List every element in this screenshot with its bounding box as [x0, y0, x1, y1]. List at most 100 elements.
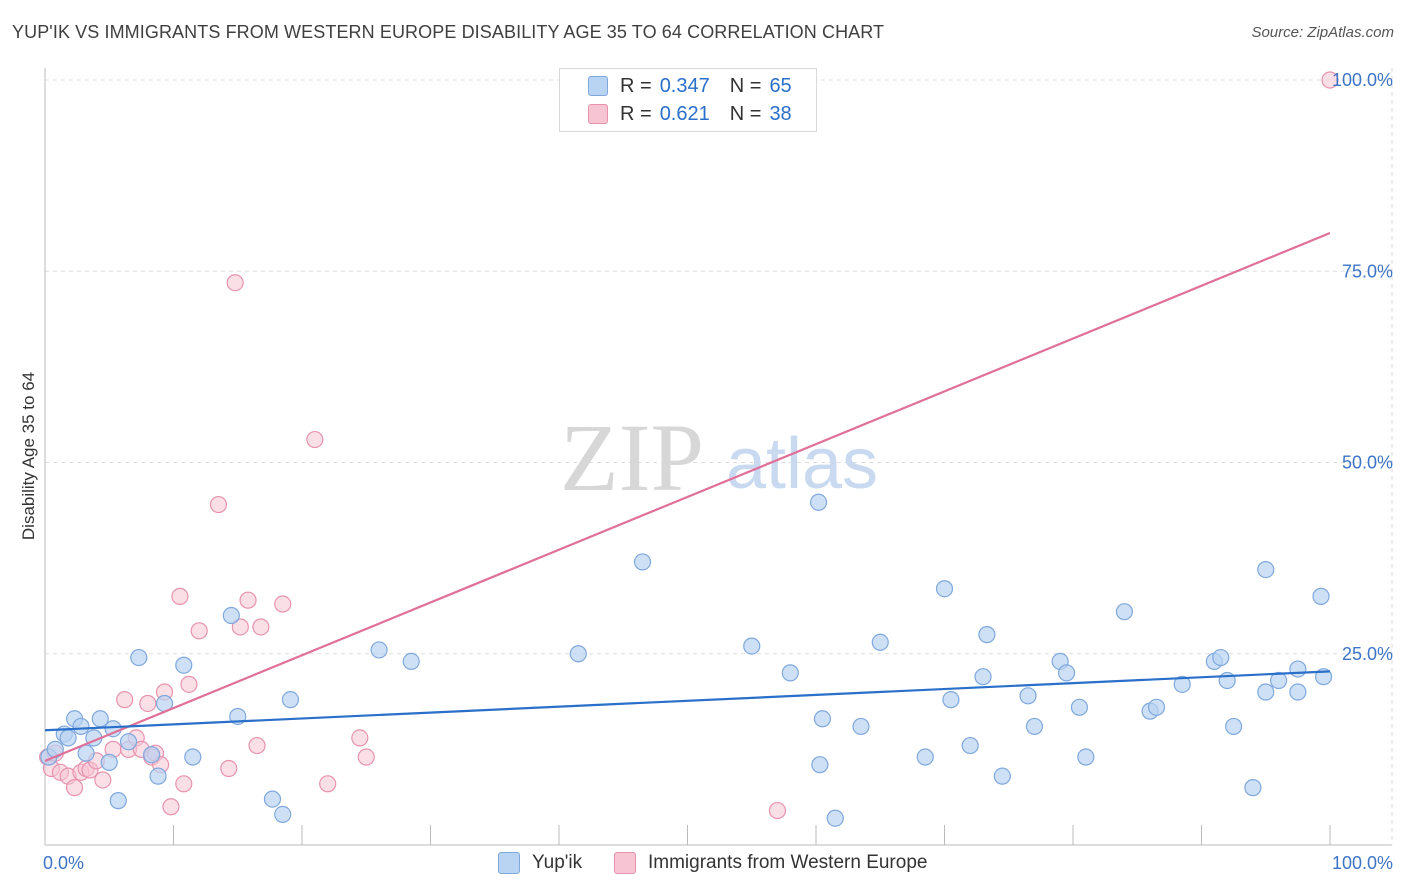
legend-n-label: N =	[729, 74, 762, 97]
trend-line-yupik	[44, 670, 1331, 732]
legend-r-label: R =	[620, 102, 652, 125]
grid-lines	[45, 68, 1393, 845]
data-point-yupik	[130, 648, 148, 667]
data-point-yupik	[852, 717, 870, 736]
data-point-immigrants	[274, 595, 292, 613]
data-point-yupik	[263, 790, 282, 808]
data-point-yupik	[1257, 683, 1275, 701]
data-point-yupik	[1289, 660, 1307, 678]
watermark-zip: ZIP	[560, 404, 704, 511]
legend-n-value: 38	[769, 102, 792, 125]
data-point-yupik	[978, 626, 996, 644]
data-point-yupik	[274, 805, 292, 824]
data-point-immigrants	[306, 430, 324, 449]
data-point-yupik	[1173, 675, 1191, 693]
source-label: Source: ZipAtlas.com	[1251, 24, 1394, 41]
legend-row-immigrants: R = 0.621 N = 38	[588, 101, 792, 127]
legend-r-value: 0.347	[659, 74, 710, 97]
data-point-yupik	[569, 645, 587, 663]
data-point-yupik	[916, 748, 934, 766]
data-point-yupik	[143, 746, 161, 764]
data-point-yupik	[1212, 648, 1230, 667]
series-legend: Yup'ik Immigrants from Western Europe	[0, 852, 1406, 878]
data-point-yupik	[59, 729, 77, 747]
tick-labels: 25.0% 50.0% 75.0% 100.0% 0.0% 100.0%	[43, 70, 1393, 873]
data-point-yupik	[1289, 683, 1307, 701]
data-point-immigrants	[768, 801, 787, 820]
data-point-immigrants	[65, 779, 84, 797]
legend-n-label: N =	[729, 102, 762, 125]
data-point-yupik	[1115, 603, 1134, 621]
data-point-immigrants	[319, 775, 337, 793]
legend-r-label: R =	[620, 74, 652, 97]
y-tick-label: 50.0%	[1342, 453, 1393, 473]
legend-label-immigrants: Immigrants from Western Europe	[648, 852, 928, 873]
legend-r-value: 0.621	[659, 102, 710, 125]
data-point-yupik	[109, 792, 127, 810]
data-point-yupik	[1057, 664, 1076, 682]
legend-n-value: 65	[769, 74, 792, 97]
chart-title: YUP'IK VS IMMIGRANTS FROM WESTERN EUROPE…	[12, 22, 885, 42]
data-point-yupik	[935, 580, 954, 598]
data-point-yupik	[993, 767, 1011, 785]
y-tick-label: 100.0%	[1332, 70, 1393, 90]
data-point-yupik	[743, 637, 761, 655]
data-point-immigrants	[162, 798, 180, 816]
data-point-immigrants	[94, 771, 112, 789]
legend-item-yupik[interactable]: Yup'ik	[498, 852, 582, 874]
data-point-yupik	[119, 733, 138, 751]
data-point-immigrants	[252, 618, 270, 636]
data-point-yupik	[781, 664, 799, 682]
data-point-immigrants	[209, 495, 228, 514]
data-point-immigrants	[180, 675, 198, 693]
data-point-immigrants	[175, 775, 193, 793]
data-point-yupik	[1225, 717, 1243, 736]
data-point-yupik	[813, 710, 832, 728]
data-point-yupik	[1019, 687, 1037, 705]
data-point-yupik	[149, 767, 167, 785]
data-point-yupik	[72, 717, 90, 736]
data-point-yupik	[871, 633, 889, 651]
legend-swatch-pink	[588, 104, 608, 124]
data-point-immigrants	[171, 587, 189, 605]
x-tick-label: 100.0%	[1332, 853, 1393, 873]
data-point-immigrants	[139, 694, 157, 713]
data-point-yupik	[1312, 587, 1330, 605]
trend-line-immigrants	[44, 231, 1331, 762]
axes	[44, 68, 1392, 846]
legend-label-yupik: Yup'ik	[532, 852, 583, 873]
data-point-immigrants	[226, 274, 244, 292]
data-point-yupik	[184, 748, 202, 766]
data-point-yupik	[281, 691, 300, 709]
data-point-yupik	[1025, 717, 1044, 736]
data-point-immigrants	[351, 729, 369, 747]
data-point-yupik	[1070, 698, 1089, 716]
data-point-yupik	[77, 744, 95, 762]
correlation-legend: R = 0.347 N = 65 R = 0.621 N = 38	[559, 68, 817, 132]
data-point-immigrants	[220, 759, 238, 778]
legend-item-immigrants[interactable]: Immigrants from Western Europe	[614, 852, 927, 874]
watermark-atlas: atlas	[726, 424, 878, 504]
data-point-yupik	[811, 756, 829, 774]
data-point-yupik	[633, 553, 652, 571]
data-point-yupik	[1147, 698, 1166, 716]
data-point-yupik	[1077, 748, 1095, 766]
legend-swatch-blue	[588, 76, 608, 96]
data-point-immigrants	[239, 591, 257, 609]
data-point-immigrants	[1321, 71, 1339, 89]
data-point-yupik	[942, 691, 960, 709]
legend-swatch-blue	[498, 852, 520, 874]
data-point-yupik	[961, 736, 979, 755]
data-point-yupik	[402, 652, 420, 671]
data-point-yupik	[1257, 560, 1275, 579]
legend-swatch-pink	[614, 852, 636, 874]
x-tick-label: 0.0%	[43, 853, 84, 873]
data-point-immigrants	[248, 736, 266, 755]
data-point-immigrants	[357, 748, 375, 766]
data-point-yupik	[1269, 671, 1288, 690]
legend-row-yupik: R = 0.347 N = 65	[588, 73, 792, 99]
y-tick-label: 75.0%	[1342, 261, 1393, 281]
data-point-yupik	[974, 668, 992, 686]
data-point-yupik	[370, 641, 388, 659]
